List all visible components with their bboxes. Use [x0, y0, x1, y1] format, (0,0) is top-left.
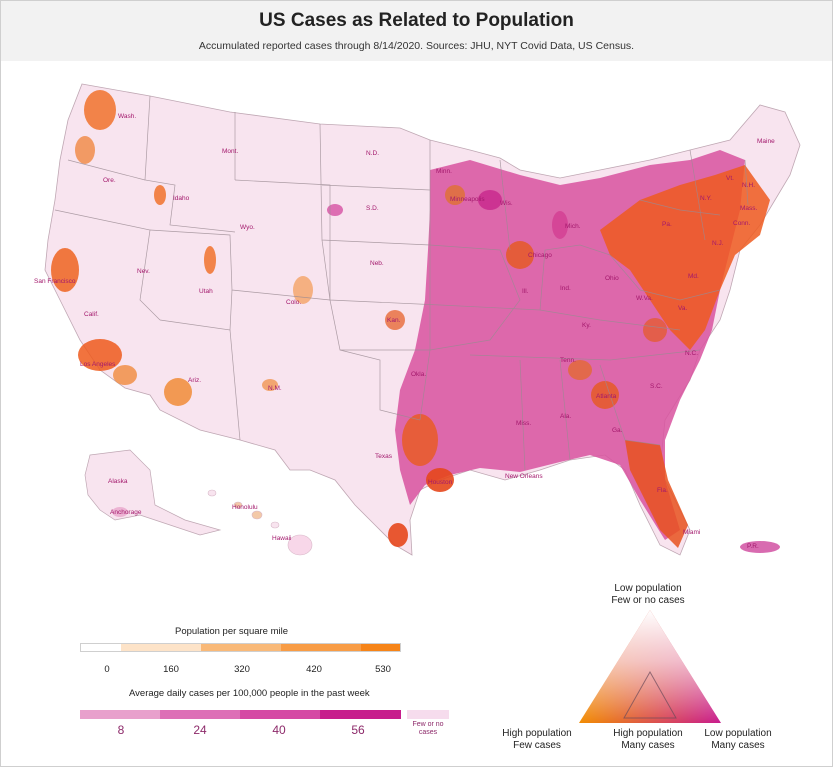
label-ohio: Ohio	[605, 275, 619, 282]
hotspots	[51, 90, 667, 547]
hawaii-islands	[207, 489, 313, 556]
label-nev: Nev.	[137, 268, 150, 275]
alaska-shape	[84, 449, 222, 536]
label-ala: Ala.	[560, 413, 571, 420]
label-atlanta: Atlanta	[596, 393, 617, 400]
label-san-francisco: San Francisco	[34, 278, 76, 285]
label-fla: Fla.	[657, 487, 668, 494]
label-tenn: Tenn.	[560, 357, 576, 364]
label-wash: Wash.	[118, 113, 136, 120]
label-calif: Calif.	[84, 311, 99, 318]
label-ny: N.Y.	[700, 195, 712, 202]
florida-region	[625, 440, 688, 548]
label-los-angeles: Los Angeles	[80, 361, 116, 368]
us-map: Wash. Mont. Ore. Idaho Wyo. N.D. S.D. Mi…	[34, 83, 801, 556]
label-maine: Maine	[757, 138, 775, 145]
label-va: Va.	[678, 305, 687, 312]
label-nd: N.D.	[366, 150, 379, 157]
page-title: US Cases as Related to Population	[259, 10, 574, 31]
label-anchorage: Anchorage	[110, 509, 142, 516]
label-utah: Utah	[199, 288, 213, 295]
label-nc: N.C.	[685, 350, 698, 357]
label-houston: Houston	[428, 479, 453, 486]
label-chicago: Chicago	[528, 252, 552, 259]
label-ore: Ore.	[103, 177, 116, 184]
label-texas: Texas	[375, 453, 393, 460]
label-sc: S.C.	[650, 383, 663, 390]
header: US Cases as Related to Population Accumu…	[1, 1, 832, 61]
label-idaho: Idaho	[173, 195, 190, 202]
puerto-rico-shape	[740, 541, 780, 553]
label-ill: Ill.	[522, 288, 529, 295]
label-kan: Kan.	[387, 317, 401, 324]
label-colo: Colo.	[286, 299, 301, 306]
label-mont: Mont.	[222, 148, 238, 155]
label-ind: Ind.	[560, 285, 571, 292]
northeast-high-population-region	[600, 165, 770, 350]
label-miami: Miami	[683, 529, 700, 536]
label-neb: Neb.	[370, 260, 384, 267]
label-hawaii: Hawaii	[272, 535, 292, 542]
label-wva: W.Va.	[636, 295, 653, 302]
label-mass: Mass.	[740, 205, 758, 212]
label-ariz: Ariz.	[188, 377, 201, 384]
label-pa: Pa.	[662, 221, 672, 228]
label-pr: P.R.	[747, 543, 759, 550]
label-wyo: Wyo.	[240, 224, 255, 231]
label-okla: Okla.	[411, 371, 426, 378]
label-ga: Ga.	[612, 427, 623, 434]
label-minneapolis: Minneapolis	[450, 196, 485, 203]
label-ky: Ky.	[582, 322, 591, 329]
label-vt: Vt.	[726, 175, 734, 182]
label-nm: N.M.	[268, 385, 282, 392]
label-md: Md.	[688, 273, 699, 280]
anchorage-area	[112, 507, 128, 517]
map-labels: Wash. Mont. Ore. Idaho Wyo. N.D. S.D. Mi…	[34, 113, 775, 550]
label-miss: Miss.	[516, 420, 531, 427]
label-honolulu: Honolulu	[232, 504, 258, 511]
label-mich: Mich.	[565, 223, 581, 230]
label-new-orleans: New Orleans	[505, 473, 543, 480]
label-nj: N.J.	[712, 240, 724, 247]
label-minn: Minn.	[436, 168, 452, 175]
label-nh: N.H.	[742, 182, 755, 189]
label-wis: Wis.	[500, 200, 513, 207]
state-borders	[54, 95, 749, 471]
label-conn: Conn.	[733, 220, 751, 227]
label-sd: S.D.	[366, 205, 379, 212]
page-subtitle: Accumulated reported cases through 8/14/…	[198, 40, 635, 52]
label-alaska: Alaska	[108, 478, 128, 485]
